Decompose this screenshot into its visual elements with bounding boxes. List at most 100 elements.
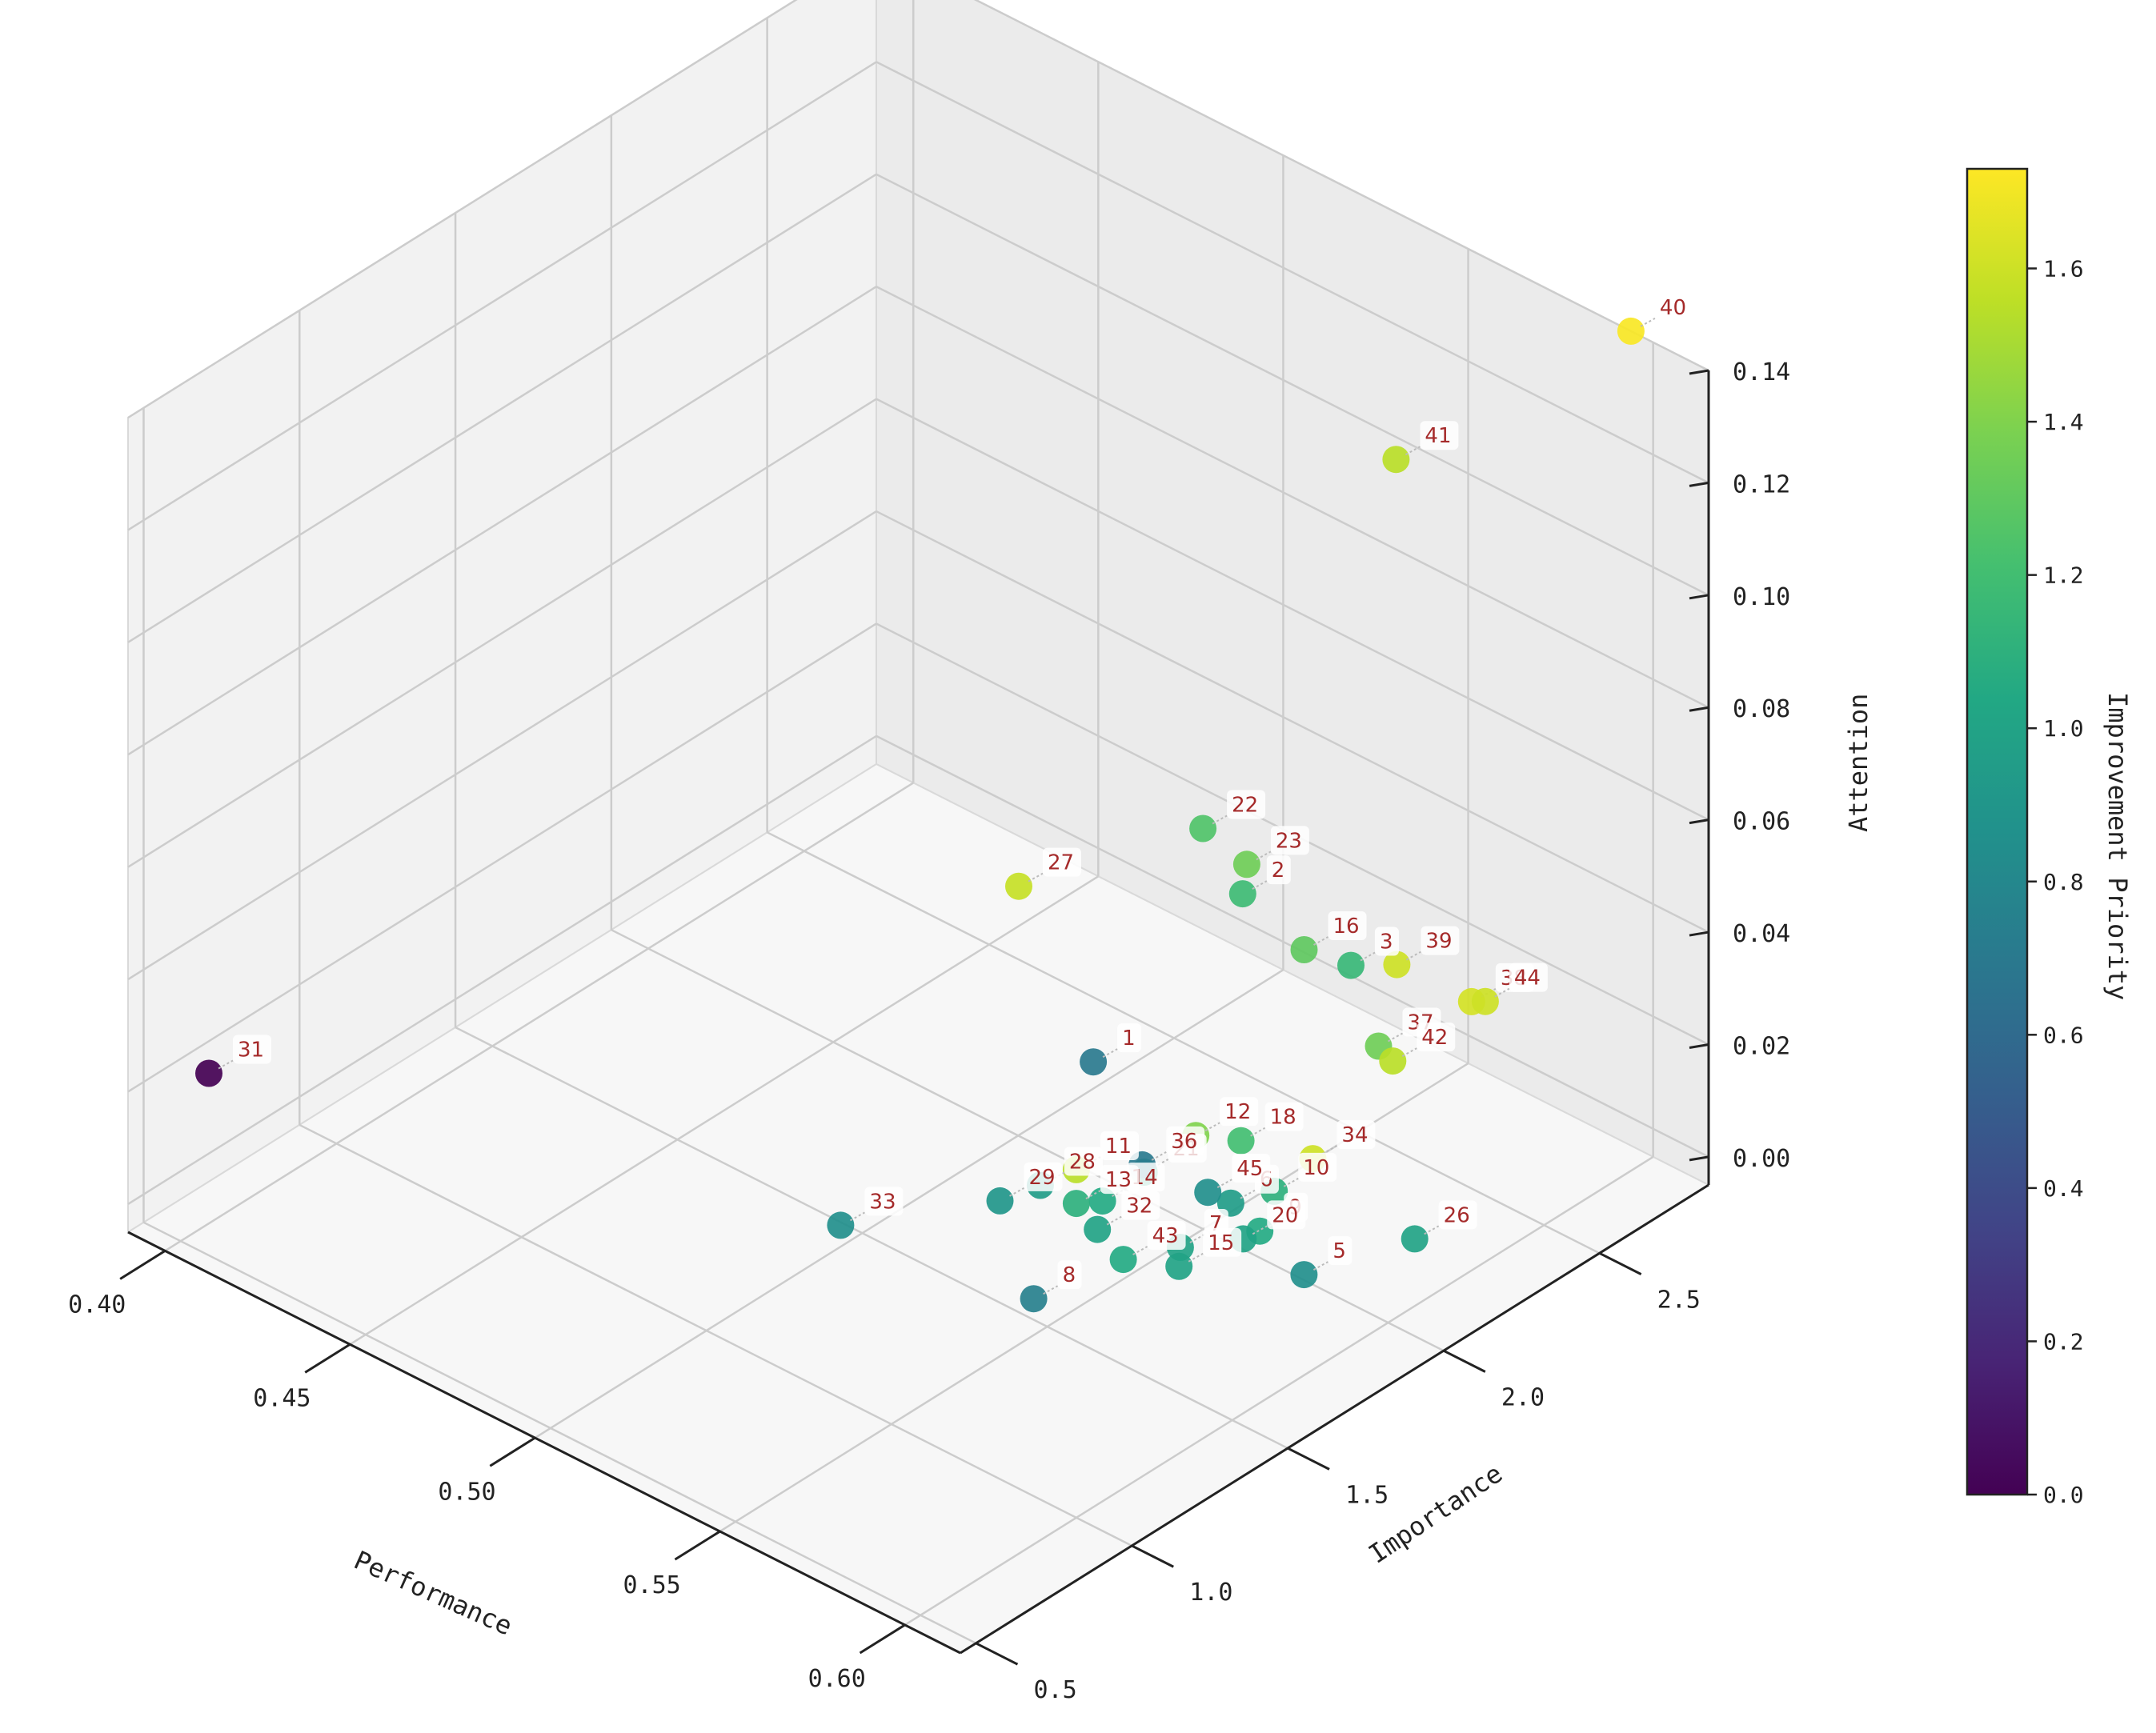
z-tick-label: 0.10 <box>1733 583 1790 611</box>
point-label: 3 <box>1380 931 1393 955</box>
data-point-2: 2 <box>1228 855 1291 908</box>
grid-z-left-2 <box>127 510 877 981</box>
grid-z-left-4 <box>127 286 877 756</box>
point-label: 42 <box>1421 1026 1448 1050</box>
grid-z-right-6 <box>876 61 1709 484</box>
point-label: 45 <box>1236 1157 1263 1181</box>
point-marker <box>1227 1127 1255 1155</box>
grid-y-floor-2 <box>455 1026 1288 1450</box>
x-tick-label: 0.55 <box>623 1571 680 1599</box>
z-tick-mark-5 <box>1689 594 1709 600</box>
label-box <box>1220 1097 1259 1127</box>
grid-z-right-3 <box>876 398 1709 821</box>
x-tick-label: 0.60 <box>808 1665 866 1693</box>
point-marker <box>195 1059 222 1087</box>
label-box <box>1374 927 1399 956</box>
y-tick-label: 2.5 <box>1657 1287 1701 1315</box>
label-box <box>1420 421 1459 450</box>
label-box <box>1147 1221 1186 1251</box>
label-box <box>1654 292 1693 322</box>
z-tick-mark-4 <box>1689 706 1709 712</box>
point-label: 27 <box>1048 851 1074 875</box>
y-tick-label: 1.5 <box>1345 1481 1389 1509</box>
point-marker <box>1379 1047 1407 1075</box>
colorbar-tick-label: 0.2 <box>2043 1328 2084 1355</box>
z-tick-mark-6 <box>1689 481 1709 487</box>
label-box <box>1100 1165 1139 1195</box>
y-axis-label: Importance <box>1363 1458 1508 1569</box>
grid-y-floor-1 <box>299 1123 1132 1547</box>
point-marker <box>1084 1215 1112 1243</box>
point-label: 39 <box>1425 930 1452 954</box>
label-box <box>1336 1120 1376 1150</box>
grid-z-right-4 <box>876 286 1709 709</box>
point-label: 36 <box>1171 1130 1197 1154</box>
point-marker <box>1228 880 1256 908</box>
label-box <box>1227 790 1266 819</box>
grid-z-left-0 <box>127 734 877 1205</box>
colorbar-tick-label: 0.8 <box>2043 869 2084 895</box>
point-label: 16 <box>1333 915 1360 939</box>
data-point-26: 26 <box>1401 1200 1477 1253</box>
point-label: 26 <box>1444 1203 1470 1227</box>
point-label: 28 <box>1069 1150 1096 1174</box>
x-axis-line <box>127 1231 961 1655</box>
point-label: 12 <box>1224 1100 1251 1124</box>
point-label: 1 <box>1122 1027 1136 1051</box>
y-tick-label: 2.0 <box>1501 1383 1545 1411</box>
x-axis-label: Performance <box>350 1545 517 1642</box>
x-tick-mark-0 <box>119 1250 166 1280</box>
x-tick-mark-2 <box>489 1436 536 1467</box>
label-box <box>1117 1023 1142 1053</box>
point-label: 40 <box>1660 296 1686 320</box>
point-label: 10 <box>1303 1156 1329 1180</box>
point-label: 22 <box>1232 793 1258 817</box>
data-point-31: 31 <box>195 1035 272 1087</box>
x-tick-label: 0.45 <box>253 1384 311 1412</box>
colorbar-tick-label: 0.6 <box>2043 1022 2084 1048</box>
x-tick-mark-4 <box>859 1623 906 1655</box>
y-tick-mark-2 <box>1287 1447 1330 1471</box>
point-marker <box>1020 1285 1048 1313</box>
grid-x-floor-0 <box>164 782 914 1252</box>
point-label: 11 <box>1105 1135 1132 1159</box>
point-marker <box>1471 987 1499 1015</box>
z-tick-mark-7 <box>1689 369 1709 375</box>
label-box <box>1042 847 1081 877</box>
point-label: 5 <box>1332 1239 1346 1263</box>
label-box <box>1298 1152 1337 1182</box>
z-tick-label: 0.12 <box>1733 470 1790 498</box>
label-box <box>1266 855 1291 885</box>
point-label: 33 <box>869 1190 896 1214</box>
axis-lines <box>127 370 1710 1655</box>
data-point-43: 43 <box>1109 1221 1186 1274</box>
label-box <box>1057 1260 1082 1290</box>
point-marker <box>1383 951 1411 979</box>
point-marker <box>1382 446 1410 474</box>
data-point-1: 1 <box>1080 1023 1142 1076</box>
data-point-42: 42 <box>1379 1023 1456 1075</box>
z-tick-label: 0.14 <box>1733 358 1790 386</box>
point-label: 23 <box>1276 829 1302 853</box>
point-label: 20 <box>1272 1203 1298 1227</box>
grid-y-floor-4 <box>767 831 1601 1255</box>
data-points: 3934140384431371642271218342211036614459… <box>195 292 1693 1313</box>
grid-z-right-2 <box>876 510 1709 934</box>
colorbar-label: Improvement Priority <box>2102 692 2133 1000</box>
data-point-29: 29 <box>986 1162 1063 1215</box>
point-label: 44 <box>1514 967 1541 991</box>
point-label: 31 <box>238 1038 264 1062</box>
data-point-22: 22 <box>1189 790 1266 842</box>
z-tick-mark-2 <box>1689 931 1709 937</box>
x-tick-mark-1 <box>304 1343 351 1374</box>
colorbar-tick-label: 1.2 <box>2043 562 2084 589</box>
z-tick-label: 0.04 <box>1733 920 1790 948</box>
x-tick-label: 0.50 <box>438 1478 495 1506</box>
point-label: 41 <box>1425 424 1451 448</box>
point-marker <box>1290 1261 1318 1289</box>
grid-x-floor-4 <box>904 1155 1654 1626</box>
grid-x-floor-2 <box>534 969 1284 1439</box>
point-marker <box>1189 814 1217 842</box>
label-box <box>1121 1191 1160 1220</box>
z-tick-mark-3 <box>1689 818 1709 825</box>
